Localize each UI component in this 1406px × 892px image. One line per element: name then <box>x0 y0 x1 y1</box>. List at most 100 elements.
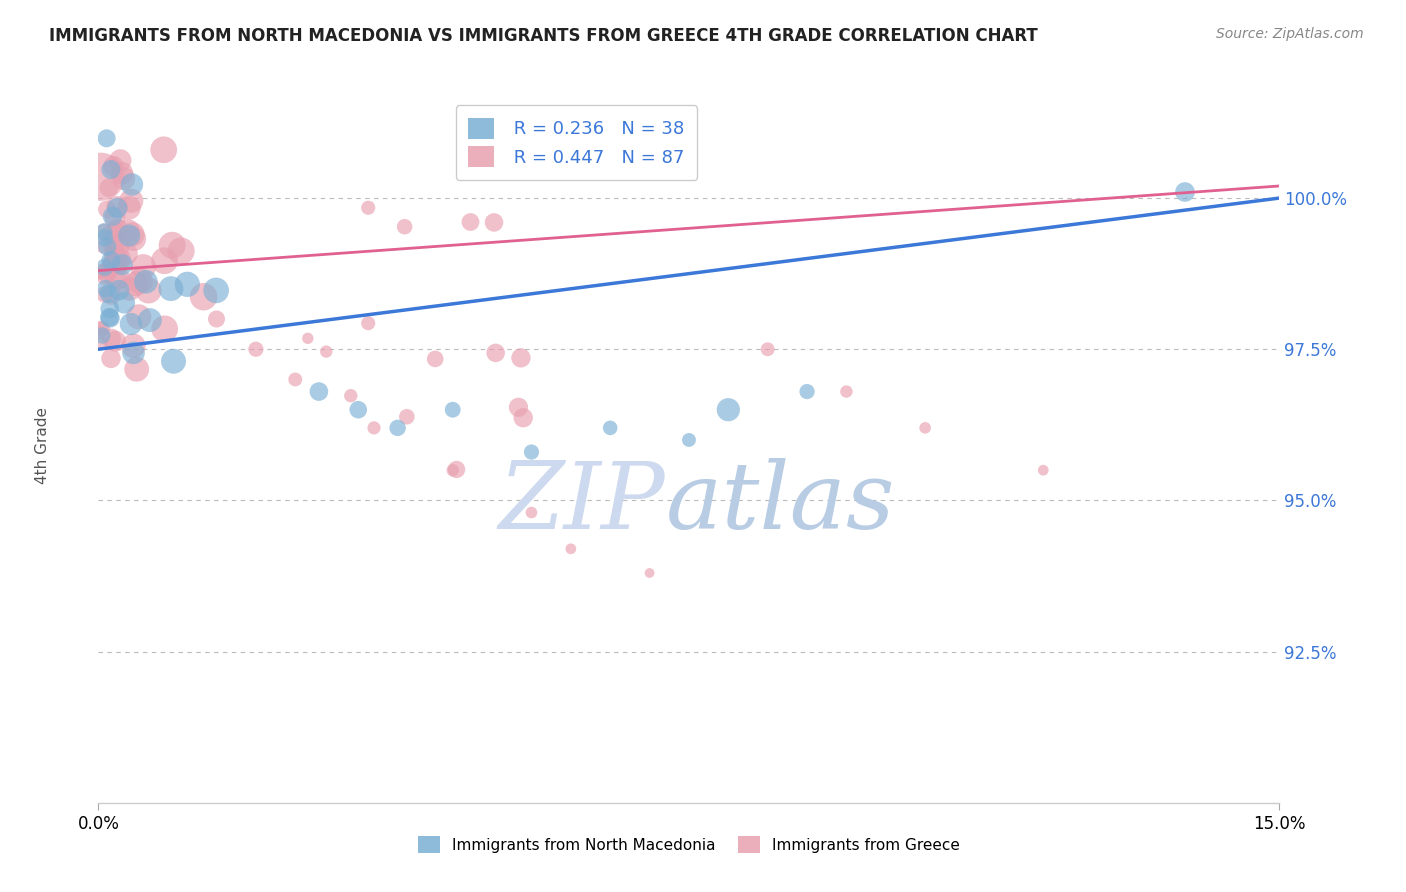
Point <box>118 282 141 296</box>
Point <box>104 245 127 260</box>
Point <box>162 354 184 368</box>
Point <box>98 311 121 326</box>
Point <box>100 288 122 302</box>
Point <box>138 284 160 298</box>
Point <box>100 351 122 366</box>
Point <box>205 284 228 298</box>
Point <box>91 322 114 336</box>
Point <box>104 211 127 225</box>
Point <box>363 421 385 435</box>
Point <box>105 200 128 214</box>
Point <box>118 201 141 215</box>
Point <box>93 225 115 239</box>
Point <box>347 402 370 417</box>
Point <box>170 244 193 258</box>
Point <box>103 240 125 254</box>
Point <box>111 258 134 272</box>
Point <box>94 270 117 285</box>
Point <box>96 131 118 145</box>
Point <box>914 421 936 435</box>
Point <box>835 384 858 399</box>
Point <box>796 384 818 399</box>
Point <box>122 232 145 246</box>
Point <box>108 256 131 270</box>
Point <box>89 264 111 278</box>
Point <box>98 310 121 325</box>
Point <box>394 219 416 234</box>
Point <box>756 343 779 357</box>
Point <box>193 290 215 304</box>
Point <box>101 233 124 247</box>
Point <box>111 166 134 180</box>
Point <box>135 275 157 289</box>
Point <box>510 351 533 365</box>
Point <box>110 153 132 168</box>
Point <box>89 326 111 340</box>
Point <box>104 271 127 285</box>
Point <box>90 321 112 335</box>
Point <box>120 317 142 331</box>
Point <box>160 282 183 296</box>
Point <box>100 260 122 275</box>
Point <box>460 215 482 229</box>
Point <box>508 401 530 415</box>
Point <box>98 301 121 316</box>
Point <box>357 316 380 330</box>
Point <box>599 421 621 435</box>
Point <box>176 277 198 292</box>
Point <box>108 283 131 297</box>
Point <box>100 331 122 345</box>
Point <box>103 250 125 264</box>
Point <box>103 159 125 173</box>
Point <box>425 351 447 366</box>
Point <box>520 445 543 459</box>
Point <box>112 295 135 310</box>
Point <box>122 346 145 360</box>
Point <box>387 421 409 435</box>
Point <box>153 322 176 336</box>
Text: atlas: atlas <box>665 458 894 548</box>
Point <box>441 402 464 417</box>
Point <box>520 506 543 520</box>
Point <box>89 267 111 281</box>
Point <box>94 260 117 275</box>
Point <box>153 253 176 268</box>
Point <box>139 313 162 327</box>
Point <box>560 541 582 556</box>
Point <box>638 566 661 580</box>
Point <box>97 263 120 277</box>
Point <box>108 252 131 266</box>
Point <box>284 372 307 386</box>
Point <box>107 252 129 266</box>
Point <box>100 253 122 268</box>
Point <box>96 268 118 282</box>
Point <box>97 286 120 301</box>
Y-axis label: 4th Grade: 4th Grade <box>35 408 49 484</box>
Point <box>94 225 117 239</box>
Point <box>90 169 112 184</box>
Point <box>308 384 330 399</box>
Point <box>97 181 120 195</box>
Point <box>395 409 418 424</box>
Point <box>717 402 740 417</box>
Point <box>100 227 122 241</box>
Point <box>93 287 115 301</box>
Point <box>124 277 146 291</box>
Point <box>121 227 143 242</box>
Point <box>121 178 143 192</box>
Point <box>129 274 152 288</box>
Point <box>485 346 508 360</box>
Point <box>96 239 118 253</box>
Point <box>118 228 141 243</box>
Point <box>112 171 135 186</box>
Point <box>125 362 148 376</box>
Point <box>89 336 111 351</box>
Point <box>100 162 122 177</box>
Point <box>104 334 127 348</box>
Point <box>101 210 124 224</box>
Point <box>357 201 380 215</box>
Point <box>93 238 115 252</box>
Point <box>120 194 142 208</box>
Point <box>340 389 363 403</box>
Point <box>105 201 128 215</box>
